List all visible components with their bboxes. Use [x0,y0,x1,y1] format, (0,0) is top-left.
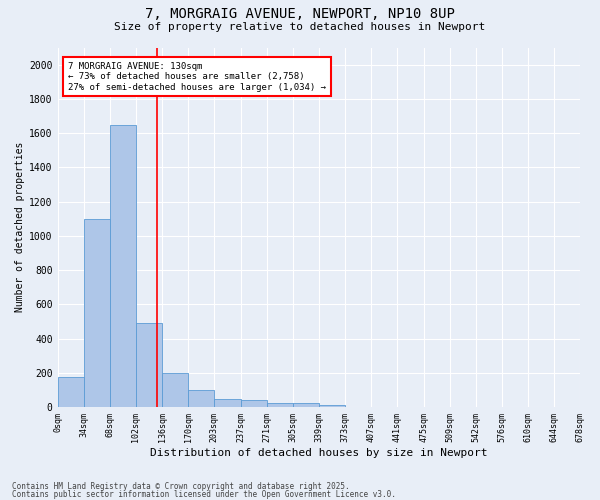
Text: Contains public sector information licensed under the Open Government Licence v3: Contains public sector information licen… [12,490,396,499]
Bar [293,403,319,407]
Bar [188,390,214,407]
Bar [241,400,267,407]
Bar [110,124,136,407]
Bar [319,404,345,407]
Bar [136,323,162,407]
X-axis label: Distribution of detached houses by size in Newport: Distribution of detached houses by size … [150,448,488,458]
Text: 7, MORGRAIG AVENUE, NEWPORT, NP10 8UP: 7, MORGRAIG AVENUE, NEWPORT, NP10 8UP [145,8,455,22]
Text: Contains HM Land Registry data © Crown copyright and database right 2025.: Contains HM Land Registry data © Crown c… [12,482,350,491]
Bar [267,403,293,407]
Bar [162,373,188,407]
Y-axis label: Number of detached properties: Number of detached properties [15,142,25,312]
Text: 7 MORGRAIG AVENUE: 130sqm
← 73% of detached houses are smaller (2,758)
27% of se: 7 MORGRAIG AVENUE: 130sqm ← 73% of detac… [68,62,326,92]
Bar [83,218,110,407]
Text: Size of property relative to detached houses in Newport: Size of property relative to detached ho… [115,22,485,32]
Bar [58,377,83,407]
Bar [214,400,241,407]
